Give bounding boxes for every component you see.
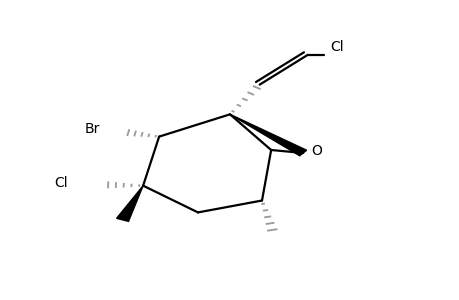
Text: Cl: Cl bbox=[54, 176, 67, 190]
Text: Cl: Cl bbox=[330, 40, 343, 54]
Text: Br: Br bbox=[84, 122, 100, 136]
Text: O: O bbox=[311, 145, 322, 158]
Polygon shape bbox=[230, 114, 306, 156]
Polygon shape bbox=[116, 186, 143, 221]
